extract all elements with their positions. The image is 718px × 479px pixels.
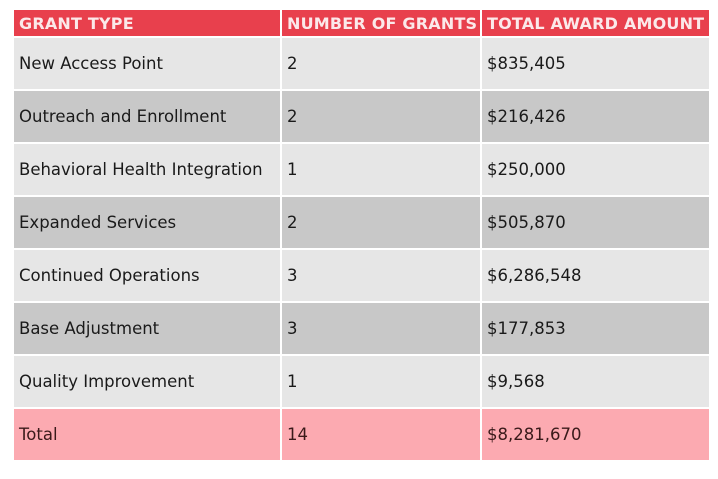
grants-table: GRANT TYPE NUMBER OF GRANTS TOTAL AWARD …: [12, 8, 711, 462]
total-award-cell: $216,426: [480, 89, 711, 144]
total-award-cell: $835,405: [480, 36, 711, 91]
total-award-cell: $505,870: [480, 195, 711, 250]
table-row: Behavioral Health Integration 1 $250,000: [12, 142, 711, 197]
grant-type-cell: Behavioral Health Integration: [12, 142, 282, 197]
number-of-grants-cell: 2: [280, 195, 482, 250]
header-row: GRANT TYPE NUMBER OF GRANTS TOTAL AWARD …: [12, 8, 711, 38]
grant-type-cell: New Access Point: [12, 36, 282, 91]
total-award-cell: $9,568: [480, 354, 711, 409]
table-row: Base Adjustment 3 $177,853: [12, 301, 711, 356]
number-of-grants-cell: 2: [280, 89, 482, 144]
number-of-grants-cell: 1: [280, 142, 482, 197]
total-award-cell: $250,000: [480, 142, 711, 197]
header-number-of-grants: NUMBER OF GRANTS: [280, 8, 482, 38]
number-of-grants-cell: 3: [280, 248, 482, 303]
grant-type-cell: Expanded Services: [12, 195, 282, 250]
number-of-grants-cell: 1: [280, 354, 482, 409]
total-grant-type-cell: Total: [12, 407, 282, 462]
grant-type-cell: Base Adjustment: [12, 301, 282, 356]
table-row: Quality Improvement 1 $9,568: [12, 354, 711, 409]
total-total-award-cell: $8,281,670: [480, 407, 711, 462]
grant-type-cell: Continued Operations: [12, 248, 282, 303]
header-grant-type: GRANT TYPE: [12, 8, 282, 38]
table-row: Expanded Services 2 $505,870: [12, 195, 711, 250]
number-of-grants-cell: 2: [280, 36, 482, 91]
grant-type-cell: Quality Improvement: [12, 354, 282, 409]
total-row: Total 14 $8,281,670: [12, 407, 711, 462]
total-award-cell: $177,853: [480, 301, 711, 356]
table-row: Outreach and Enrollment 2 $216,426: [12, 89, 711, 144]
total-award-cell: $6,286,548: [480, 248, 711, 303]
total-number-of-grants-cell: 14: [280, 407, 482, 462]
header-total-award-amount: TOTAL AWARD AMOUNT: [480, 8, 711, 38]
grant-type-cell: Outreach and Enrollment: [12, 89, 282, 144]
table-row: Continued Operations 3 $6,286,548: [12, 248, 711, 303]
number-of-grants-cell: 3: [280, 301, 482, 356]
table-row: New Access Point 2 $835,405: [12, 36, 711, 91]
